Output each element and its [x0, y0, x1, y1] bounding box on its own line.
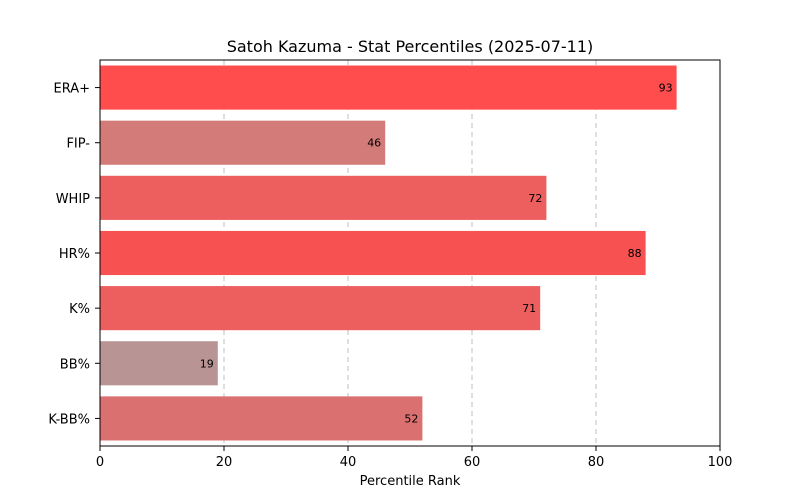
y-tick-label: WHIP	[56, 192, 90, 207]
y-axis-ticks: ERA+ FIP- WHIP HR% K% BB% K-BB%	[48, 82, 100, 427]
y-tick-label: ERA+	[53, 82, 90, 97]
y-tick-label: K-BB%	[48, 412, 90, 427]
x-tick-label: 40	[340, 455, 357, 470]
chart-title: Satoh Kazuma - Stat Percentiles (2025-07…	[227, 37, 594, 56]
y-tick-label: BB%	[60, 357, 90, 372]
bars	[100, 65, 677, 441]
bar-value-label: 93	[659, 82, 673, 95]
bar-value-label: 72	[528, 192, 542, 205]
bar	[100, 396, 423, 441]
bar	[100, 230, 646, 276]
bar	[100, 120, 386, 165]
bar-value-label: 52	[404, 412, 418, 425]
x-axis-ticks: 0 20 40 60 80 100	[96, 446, 733, 470]
bar	[100, 175, 547, 220]
x-tick-label: 100	[708, 455, 733, 470]
bar-value-label: 19	[200, 357, 214, 370]
x-tick-label: 0	[96, 455, 104, 470]
bar	[100, 341, 218, 386]
y-tick-label: HR%	[59, 247, 90, 262]
bar-value-label: 46	[367, 137, 381, 150]
bar	[100, 286, 541, 331]
bar-labels: 93 46 72 88 71 19 52	[200, 82, 673, 426]
x-tick-label: 60	[464, 455, 481, 470]
x-tick-label: 80	[588, 455, 605, 470]
x-axis-label: Percentile Rank	[360, 474, 461, 489]
bar-value-label: 88	[628, 247, 642, 260]
x-tick-label: 20	[216, 455, 233, 470]
y-tick-label: K%	[69, 302, 90, 317]
bar-value-label: 71	[522, 302, 536, 315]
y-tick-label: FIP-	[66, 137, 90, 152]
bar	[100, 65, 677, 110]
